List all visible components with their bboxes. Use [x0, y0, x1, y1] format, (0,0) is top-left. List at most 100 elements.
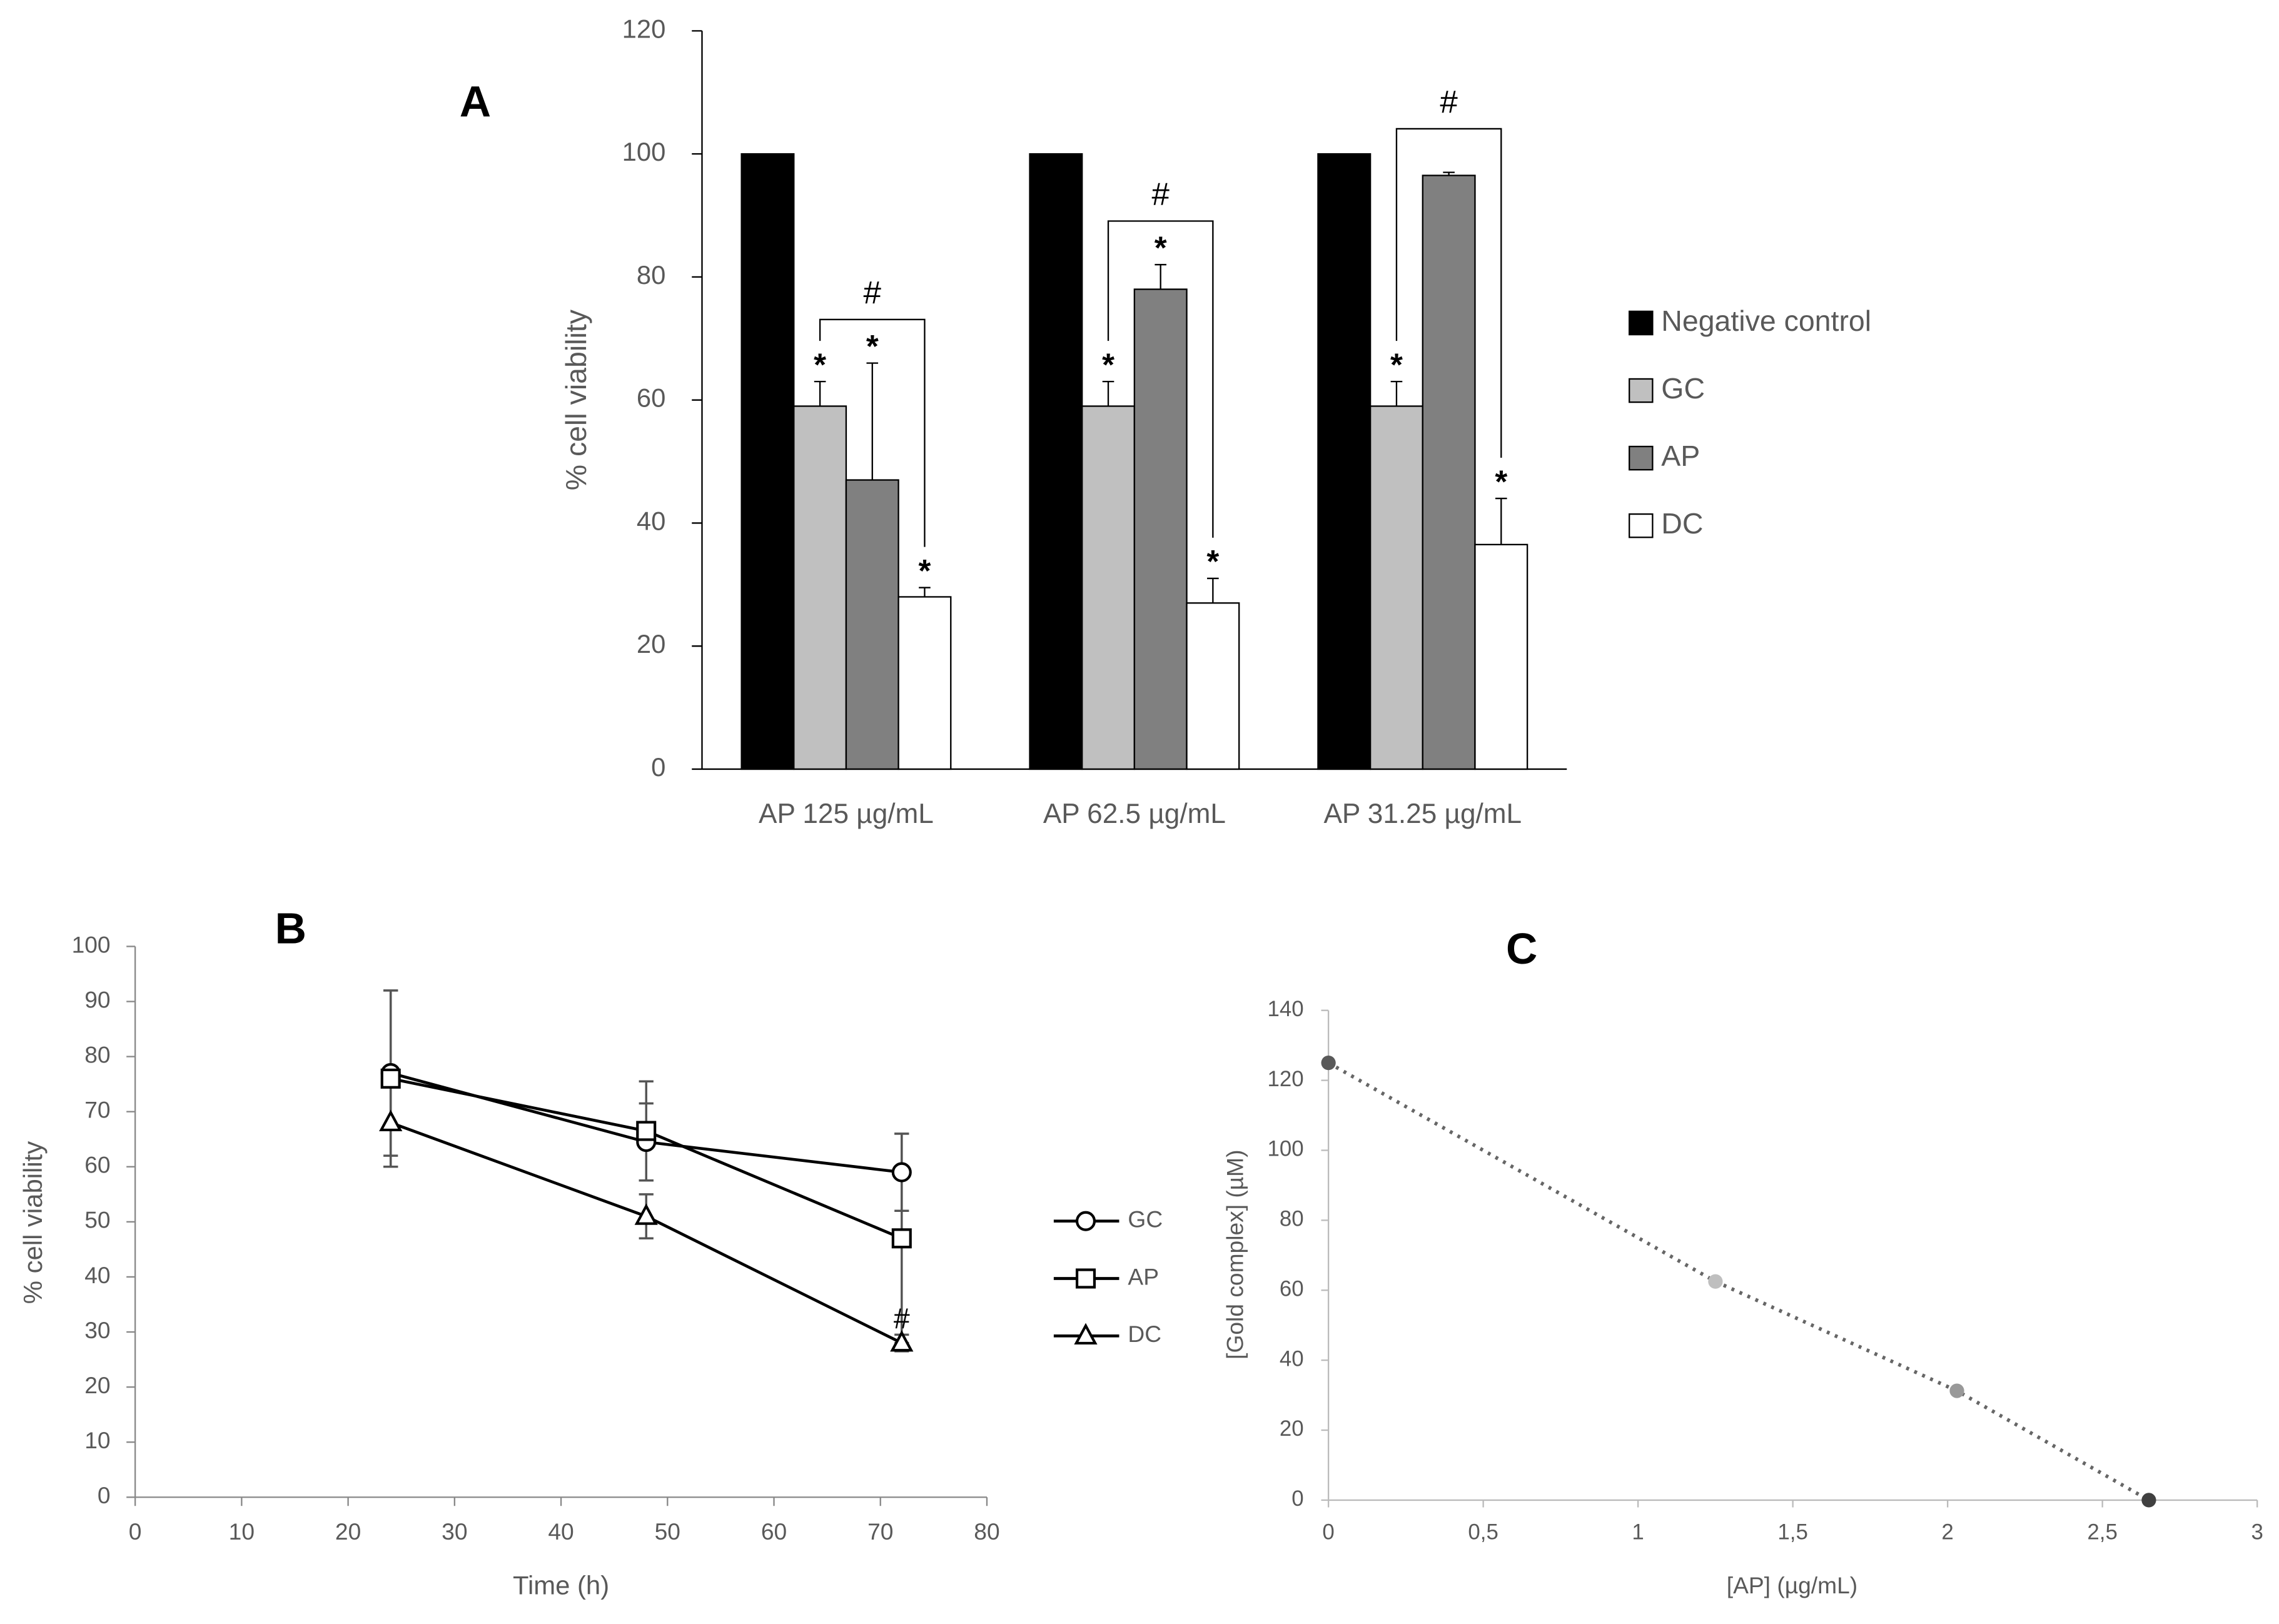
y-tick-label: 90	[84, 986, 110, 1012]
y-tick-label: 10	[84, 1427, 110, 1453]
x-tick-label: AP 62.5 µg/mL	[1043, 799, 1226, 829]
panel-title: B	[275, 904, 306, 953]
y-tick-label: 20	[1280, 1416, 1304, 1441]
y-tick-label: 0	[651, 752, 665, 782]
significance-label: *	[1495, 463, 1507, 499]
bar	[845, 479, 899, 770]
significance-label: *	[1102, 346, 1114, 382]
x-tick-label: 0	[129, 1518, 142, 1545]
legend-label: Negative control	[1661, 305, 1871, 337]
significance-label: *	[1390, 346, 1403, 382]
bar	[1422, 174, 1476, 770]
marker	[379, 1109, 403, 1132]
y-tick-label: 80	[1280, 1207, 1304, 1231]
marker	[636, 1121, 657, 1141]
y-tick-label: 80	[637, 260, 666, 290]
x-axis-label: [AP] (µg/mL)	[1727, 1572, 1857, 1598]
y-tick-label: 60	[1280, 1276, 1304, 1301]
x-tick-label: 10	[229, 1518, 255, 1545]
significance-label: *	[1155, 229, 1167, 265]
legend-label: DC	[1661, 507, 1703, 540]
marker	[891, 1162, 912, 1183]
bracket-label: #	[1151, 176, 1170, 211]
y-tick-label: 20	[84, 1372, 110, 1398]
legend-swatch	[1629, 310, 1654, 336]
y-tick-label: 120	[622, 14, 666, 43]
point	[1708, 1274, 1723, 1289]
y-tick-label: 0	[98, 1482, 111, 1508]
legend-swatch	[1629, 445, 1654, 471]
bar	[1186, 602, 1240, 770]
legend-label: DC	[1128, 1321, 1161, 1347]
y-tick-label: 70	[84, 1097, 110, 1123]
bar	[1369, 405, 1423, 770]
bar	[793, 405, 847, 770]
marker	[890, 1329, 914, 1352]
x-tick-label: 40	[548, 1518, 574, 1545]
marker	[891, 1228, 912, 1249]
y-tick-label: 40	[84, 1262, 110, 1288]
x-tick-label: 0,5	[1468, 1520, 1498, 1545]
x-tick-label: 60	[761, 1518, 787, 1545]
bar	[1133, 288, 1188, 770]
x-tick-label: AP 31.25 µg/mL	[1323, 799, 1522, 829]
legend-marker	[1075, 1211, 1096, 1231]
x-tick-label: AP 125 µg/mL	[759, 799, 934, 829]
bracket	[1395, 128, 1502, 458]
y-tick-label: 40	[637, 506, 666, 535]
y-axis-label: [Gold complex] (µM)	[1222, 1149, 1248, 1359]
y-axis-label: % cell viability	[18, 1141, 48, 1304]
y-tick-label: 120	[1267, 1067, 1303, 1091]
bracket	[1107, 220, 1214, 538]
x-tick-label: 3	[2251, 1520, 2263, 1545]
x-tick-label: 1	[1632, 1520, 1644, 1545]
bar	[740, 153, 795, 770]
y-tick-label: 60	[637, 383, 666, 413]
significance-label: *	[866, 328, 879, 364]
y-axis-label: % cell viability	[560, 309, 592, 490]
point	[2141, 1493, 2156, 1508]
y-tick-label: 80	[84, 1041, 110, 1067]
marker	[634, 1203, 658, 1225]
y-tick-label: 100	[622, 137, 666, 166]
bar	[1081, 405, 1136, 770]
legend-label: AP	[1661, 440, 1700, 472]
legend-marker	[1074, 1323, 1098, 1345]
y-tick-label: 40	[1280, 1346, 1304, 1371]
legend-label: GC	[1128, 1206, 1163, 1233]
point	[1949, 1383, 1964, 1398]
y-tick-label: 20	[637, 629, 666, 658]
bar	[1029, 153, 1083, 770]
y-tick-label: 0	[1291, 1486, 1303, 1511]
x-tick-label: 30	[442, 1518, 467, 1545]
bracket	[819, 318, 926, 547]
significance-label: *	[814, 346, 826, 382]
x-tick-label: 70	[867, 1518, 893, 1545]
bar	[1317, 153, 1372, 770]
y-tick-label: 100	[1267, 1137, 1303, 1161]
y-tick-label: 140	[1267, 997, 1303, 1021]
legend-label: AP	[1128, 1263, 1159, 1289]
x-tick-label: 2	[1941, 1520, 1953, 1545]
x-tick-label: 50	[655, 1518, 680, 1545]
y-tick-label: 60	[84, 1152, 110, 1178]
panel-title: A	[460, 77, 491, 126]
legend-swatch	[1629, 513, 1654, 538]
significance-label: *	[918, 553, 931, 588]
bracket-label: #	[864, 275, 882, 310]
legend-swatch	[1629, 378, 1654, 403]
y-tick-label: 30	[84, 1317, 110, 1343]
x-tick-label: 80	[974, 1518, 999, 1545]
bar	[897, 596, 952, 770]
annotation: #	[894, 1303, 910, 1335]
x-tick-label: 1,5	[1777, 1520, 1807, 1545]
bar	[1474, 543, 1529, 770]
x-tick-label: 0	[1322, 1520, 1334, 1545]
significance-label: *	[1206, 543, 1219, 579]
y-tick-label: 50	[84, 1207, 110, 1233]
point	[1321, 1056, 1336, 1071]
trendline	[1327, 1061, 2150, 1502]
legend-label: GC	[1661, 372, 1705, 405]
